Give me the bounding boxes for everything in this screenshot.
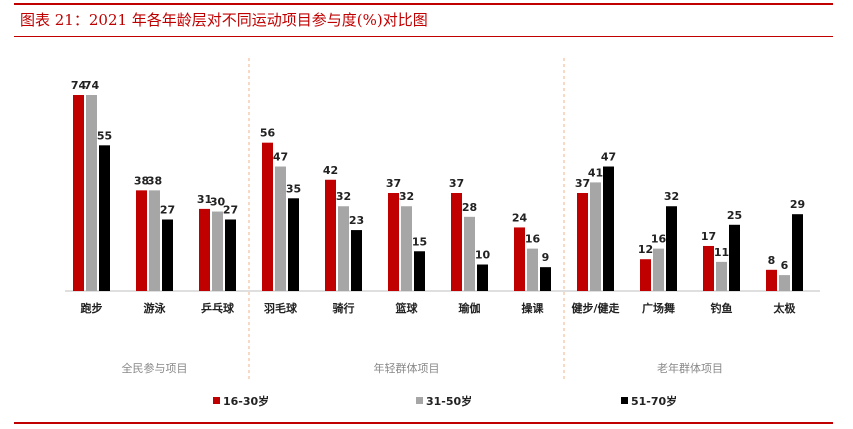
value-label-3-series-1: 31 — [197, 193, 212, 206]
value-label-6-series-2: 32 — [399, 190, 414, 203]
bar-3-series-3 — [225, 219, 236, 291]
bar-12-series-3 — [792, 214, 803, 291]
bar-6-series-1 — [388, 193, 399, 291]
value-label-11-series-3: 25 — [727, 209, 742, 222]
bar-9-series-2 — [590, 182, 601, 291]
value-label-1-series-3: 55 — [97, 129, 112, 142]
value-label-5-series-1: 42 — [323, 164, 338, 177]
group-label-2: 年轻群体项目 — [374, 361, 440, 375]
bar-12-series-2 — [779, 275, 790, 291]
bar-4-series-3 — [288, 198, 299, 291]
value-label-9-series-2: 41 — [588, 166, 603, 179]
value-label-5-series-3: 23 — [349, 214, 364, 227]
category-label-9: 健步/健走 — [571, 301, 619, 315]
value-label-12-series-3: 29 — [790, 198, 805, 211]
value-label-1-series-1: 74 — [71, 79, 87, 92]
bar-6-series-2 — [401, 206, 412, 291]
bar-1-series-2 — [86, 95, 97, 291]
value-label-5-series-2: 32 — [336, 190, 351, 203]
category-label-3: 乒乓球 — [201, 301, 235, 315]
bar-8-series-2 — [527, 248, 538, 291]
bar-5-series-2 — [338, 206, 349, 291]
bar-1-series-1 — [73, 95, 84, 291]
bar-3-series-1 — [199, 208, 210, 291]
bar-7-series-1 — [451, 193, 462, 291]
value-label-10-series-2: 16 — [651, 233, 667, 246]
value-label-8-series-3: 9 — [542, 251, 550, 264]
category-label-6: 篮球 — [395, 301, 419, 315]
legend-label-1: 16-30岁 — [223, 394, 269, 408]
bar-8-series-1 — [514, 227, 525, 291]
bar-2-series-1 — [136, 190, 147, 291]
bar-3-series-2 — [212, 211, 223, 291]
category-label-12: 太极 — [773, 301, 797, 315]
group-label-1: 全民参与项目 — [122, 361, 188, 375]
value-label-1-series-2: 74 — [84, 79, 100, 92]
bar-12-series-1 — [766, 269, 777, 291]
bar-11-series-1 — [703, 245, 714, 291]
value-label-7-series-1: 37 — [449, 177, 464, 190]
category-label-4: 羽毛球 — [264, 301, 298, 315]
bar-7-series-3 — [477, 264, 488, 291]
top-rule — [14, 3, 833, 5]
bar-4-series-2 — [275, 166, 286, 291]
value-label-8-series-2: 16 — [525, 233, 541, 246]
value-label-11-series-2: 11 — [714, 246, 729, 259]
value-label-2-series-1: 38 — [134, 174, 149, 187]
value-label-6-series-1: 37 — [386, 177, 401, 190]
value-label-4-series-3: 35 — [286, 182, 301, 195]
bar-10-series-3 — [666, 206, 677, 291]
bar-6-series-3 — [414, 251, 425, 291]
figure-title: 图表 21：2021 年各年龄层对不同运动项目参与度(%)对比图 — [20, 11, 428, 29]
bar-11-series-3 — [729, 224, 740, 291]
value-label-10-series-1: 12 — [638, 243, 653, 256]
title-rule — [14, 36, 833, 37]
bar-2-series-3 — [162, 219, 173, 291]
value-label-4-series-2: 47 — [273, 151, 288, 164]
value-label-9-series-3: 47 — [601, 151, 616, 164]
value-label-9-series-1: 37 — [575, 177, 590, 190]
legend-label-3: 51-70岁 — [631, 394, 677, 408]
bar-10-series-2 — [653, 248, 664, 291]
value-label-8-series-1: 24 — [512, 211, 528, 224]
category-label-2: 游泳 — [144, 301, 167, 315]
bottom-rule — [14, 422, 833, 424]
value-label-11-series-1: 17 — [701, 230, 716, 243]
legend-swatch-1 — [213, 397, 220, 404]
bar-1-series-3 — [99, 145, 110, 291]
value-label-2-series-3: 27 — [160, 203, 175, 216]
category-label-8: 操课 — [522, 301, 545, 315]
bar-9-series-1 — [577, 193, 588, 291]
value-label-2-series-2: 38 — [147, 174, 162, 187]
bar-8-series-3 — [540, 267, 551, 291]
bar-2-series-2 — [149, 190, 160, 291]
bar-7-series-2 — [464, 216, 475, 291]
bar-10-series-1 — [640, 259, 651, 291]
group-label-3: 老年群体项目 — [657, 361, 723, 375]
legend-swatch-3 — [621, 397, 628, 404]
legend-label-2: 31-50岁 — [426, 394, 472, 408]
value-label-12-series-1: 8 — [768, 254, 776, 267]
legend-swatch-2 — [416, 397, 423, 404]
category-label-1: 跑步 — [81, 301, 103, 315]
bar-4-series-1 — [262, 142, 273, 291]
value-label-12-series-2: 6 — [781, 259, 789, 272]
value-label-6-series-3: 15 — [412, 235, 427, 248]
value-label-4-series-1: 56 — [260, 127, 276, 140]
value-label-3-series-2: 30 — [210, 196, 226, 209]
category-label-11: 钓鱼 — [711, 301, 733, 315]
bar-5-series-3 — [351, 230, 362, 291]
value-label-7-series-2: 28 — [462, 201, 477, 214]
value-label-7-series-3: 10 — [475, 249, 491, 262]
category-label-5: 骑行 — [333, 301, 355, 315]
bar-5-series-1 — [325, 179, 336, 291]
value-label-3-series-3: 27 — [223, 203, 238, 216]
bar-9-series-3 — [603, 166, 614, 291]
bar-11-series-2 — [716, 261, 727, 291]
category-label-10: 广场舞 — [642, 301, 675, 315]
category-label-7: 瑜伽 — [459, 301, 481, 315]
value-label-10-series-3: 32 — [664, 190, 679, 203]
